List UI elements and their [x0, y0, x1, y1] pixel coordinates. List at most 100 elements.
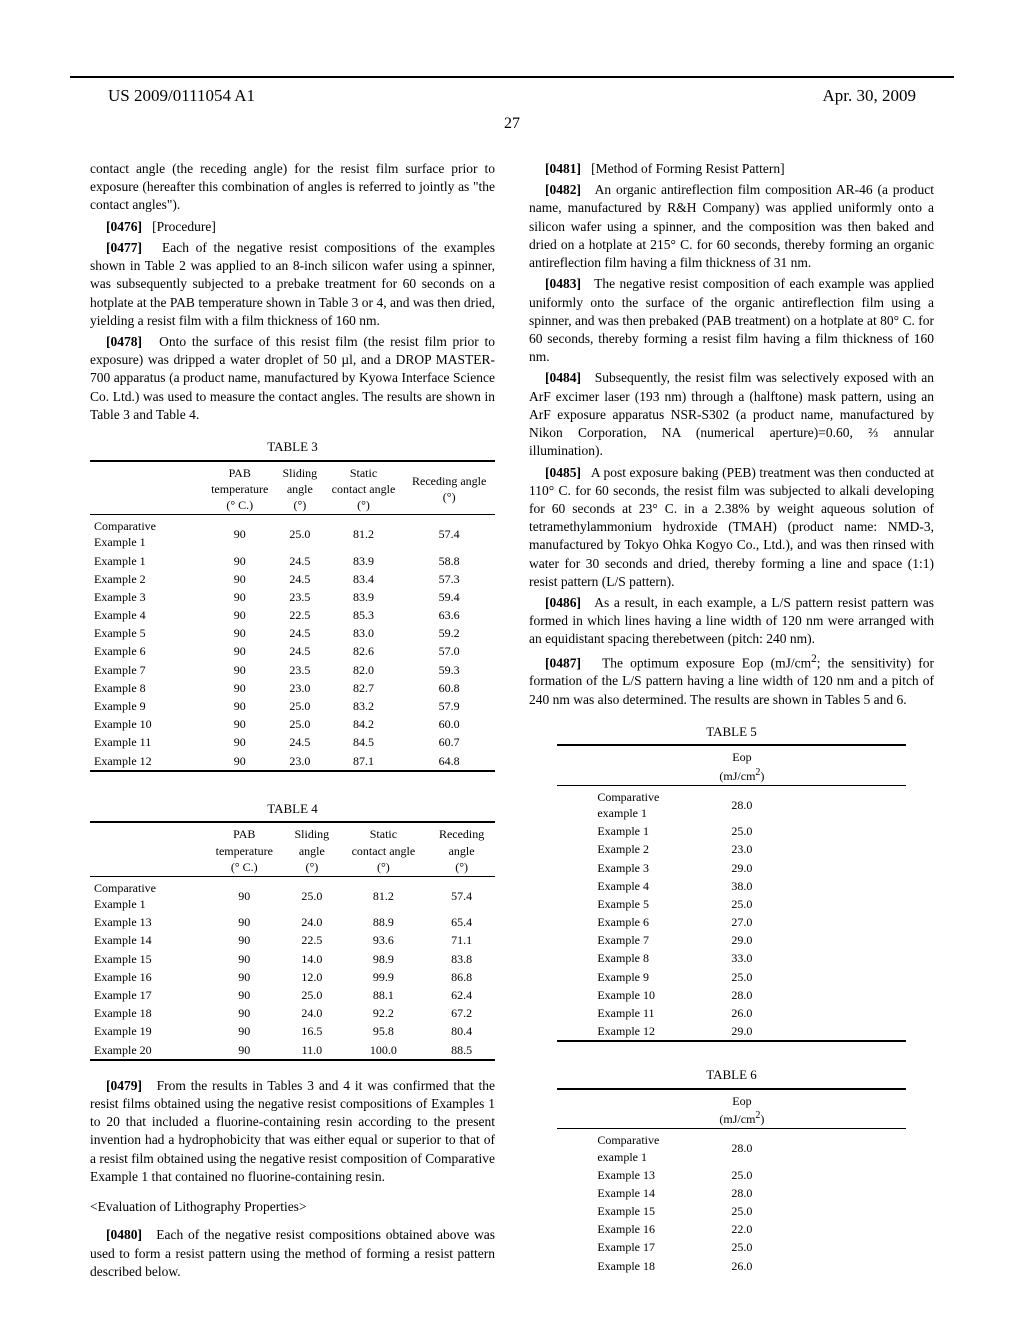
table-cell: Example 17 [90, 986, 203, 1004]
table-cell: 12.0 [285, 968, 338, 986]
table-cell: 85.3 [324, 606, 404, 624]
table-cell: 14.0 [285, 950, 338, 968]
table-cell: 22.0 [690, 1220, 794, 1238]
para-text: The negative resist composition of each … [529, 276, 934, 364]
table-header: Slidingangle(°) [285, 825, 338, 876]
table-cell: 83.9 [324, 588, 404, 606]
table-cell: Example 7 [557, 931, 689, 949]
para-num: [0476] [106, 219, 142, 234]
table-cell: Example 10 [557, 986, 689, 1004]
table-cell: 82.6 [324, 642, 404, 660]
table-cell: 90 [203, 624, 276, 642]
table-header: Slidingangle(°) [276, 464, 324, 515]
table-cell: Example 14 [90, 931, 203, 949]
table-cell: 84.2 [324, 715, 404, 733]
para-text: As a result, in each example, a L/S patt… [529, 595, 934, 646]
table-cell: Example 6 [90, 642, 203, 660]
table-cell: Example 9 [557, 968, 689, 986]
para-text: Each of the negative resist compositions… [90, 240, 495, 328]
table-cell: 23.0 [276, 752, 324, 771]
table-cell: 83.0 [324, 624, 404, 642]
table-cell: 24.5 [276, 552, 324, 570]
para-text: Onto the surface of this resist film (th… [90, 334, 495, 422]
evaluation-heading: <Evaluation of Lithography Properties> [90, 1198, 495, 1216]
table-cell: 23.0 [690, 840, 794, 858]
para-num: [0484] [545, 370, 581, 385]
table-cell: 22.5 [285, 931, 338, 949]
table-cell: Example 11 [90, 733, 203, 751]
table-row: ComparativeExample 19025.081.257.4 [90, 517, 495, 551]
table-row: Example 49022.585.363.6 [90, 606, 495, 624]
table-cell: Example 7 [90, 661, 203, 679]
publication-number: US 2009/0111054 A1 [108, 86, 255, 106]
table-cell: 38.0 [690, 877, 794, 895]
table-cell: 90 [203, 968, 285, 986]
table-cell: 90 [203, 642, 276, 660]
table-cell: 25.0 [690, 1238, 794, 1256]
para-0478: [0478] Onto the surface of this resist f… [90, 333, 495, 424]
table-row: Example 438.0 [557, 877, 905, 895]
para-text: A post exposure baking (PEB) treatment w… [529, 465, 934, 589]
table-cell: 90 [203, 570, 276, 588]
page-number: 27 [0, 115, 1024, 133]
table-header: Recedingangle(°) [428, 825, 495, 876]
table-cell: 24.0 [285, 1004, 338, 1022]
table-cell: 25.0 [690, 1166, 794, 1184]
para-num: [0482] [545, 182, 581, 197]
table-cell: 24.5 [276, 570, 324, 588]
para-num: [0487] [545, 655, 581, 670]
para-text: From the results in Tables 3 and 4 it wa… [90, 1078, 495, 1184]
table-cell: 28.0 [690, 1184, 794, 1202]
table-cell: 25.0 [690, 822, 794, 840]
table-cell: 90 [203, 715, 276, 733]
table-cell: Example 13 [90, 913, 203, 931]
table-cell: 60.8 [403, 679, 495, 697]
table-row: Example 1826.0 [557, 1257, 905, 1275]
table-cell: 67.2 [428, 1004, 495, 1022]
table4-caption: TABLE 4 [90, 800, 495, 818]
para-0487: [0487] The optimum exposure Eop (mJ/cm2;… [529, 652, 934, 709]
table-row: Example 169012.099.986.8 [90, 968, 495, 986]
table-row: Example 833.0 [557, 949, 905, 967]
para-0486: [0486] As a result, in each example, a L… [529, 594, 934, 649]
table-cell: Example 8 [557, 949, 689, 967]
table-cell: 90 [203, 697, 276, 715]
table-row: Example 199016.595.880.4 [90, 1022, 495, 1040]
table-cell: 90 [203, 1041, 285, 1060]
table-cell: 90 [203, 733, 276, 751]
table-cell: 92.2 [339, 1004, 429, 1022]
table-cell: 59.4 [403, 588, 495, 606]
para-text: [Procedure] [152, 219, 216, 234]
table-row: ComparativeExample 19025.081.257.4 [90, 879, 495, 913]
table-cell: 63.6 [403, 606, 495, 624]
table-cell: 28.0 [690, 986, 794, 1004]
table-cell: 100.0 [339, 1041, 429, 1060]
table-cell: Example 9 [90, 697, 203, 715]
para-0477: [0477] Each of the negative resist compo… [90, 239, 495, 330]
para-0480: [0480] Each of the negative resist compo… [90, 1226, 495, 1281]
table-cell: Example 12 [557, 1022, 689, 1041]
table-cell: 57.4 [428, 879, 495, 913]
table-row: Example 209011.0100.088.5 [90, 1041, 495, 1060]
table-cell: ComparativeExample 1 [90, 879, 203, 913]
table-cell: 22.5 [276, 606, 324, 624]
table-cell: 95.8 [339, 1022, 429, 1040]
para-text: Subsequently, the resist film was select… [529, 370, 934, 458]
table-row: Example 119024.584.560.7 [90, 733, 495, 751]
table-cell: 65.4 [428, 913, 495, 931]
table-row: Example 79023.582.059.3 [90, 661, 495, 679]
table-row: Example 89023.082.760.8 [90, 679, 495, 697]
table-row: Example 223.0 [557, 840, 905, 858]
continued-paragraph: contact angle (the receding angle) for t… [90, 160, 495, 215]
page: US 2009/0111054 A1 Apr. 30, 2009 27 cont… [0, 0, 1024, 1320]
table-cell: Example 15 [90, 950, 203, 968]
table-cell: 90 [203, 1004, 285, 1022]
table-cell: 90 [203, 931, 285, 949]
table-row: Example 99025.083.257.9 [90, 697, 495, 715]
table-cell: 23.0 [276, 679, 324, 697]
table-row: Example 925.0 [557, 968, 905, 986]
table-cell: Example 18 [557, 1257, 689, 1275]
table-row: Example 729.0 [557, 931, 905, 949]
header-rule [70, 76, 954, 78]
table-cell: 24.0 [285, 913, 338, 931]
